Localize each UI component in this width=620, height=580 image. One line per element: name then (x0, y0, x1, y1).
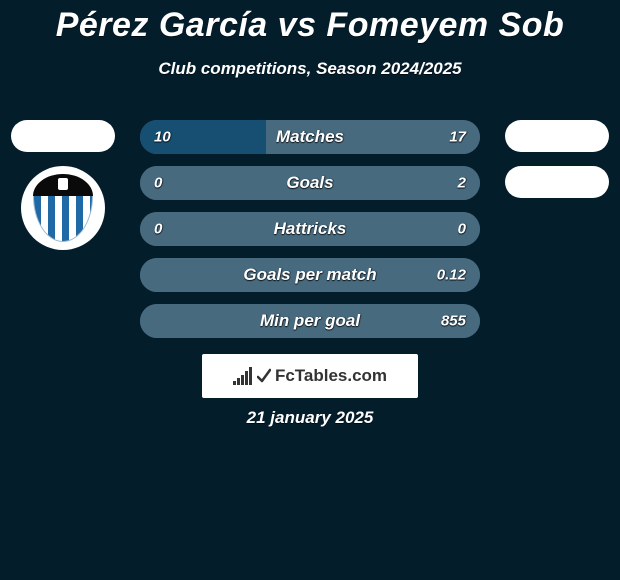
right-player-badges (502, 120, 612, 198)
stat-row: Goals 0 2 (140, 166, 480, 200)
brand-chart-icon (233, 367, 253, 385)
page-subtitle: Club competitions, Season 2024/2025 (0, 59, 620, 79)
stat-label: Min per goal (260, 311, 360, 331)
brand-box: FcTables.com (202, 354, 418, 398)
crest-graphic (33, 174, 93, 242)
footer-date: 21 january 2025 (0, 408, 620, 428)
stat-value-left: 0 (154, 175, 162, 192)
left-player-badges (8, 120, 118, 250)
left-player-pill (11, 120, 115, 152)
stat-row: Goals per match 0.12 (140, 258, 480, 292)
brand-text: FcTables.com (275, 366, 387, 386)
stat-label: Matches (276, 127, 344, 147)
stat-value-right: 0.12 (437, 267, 466, 284)
stat-row: Min per goal 855 (140, 304, 480, 338)
stat-value-left: 10 (154, 129, 171, 146)
page-title: Pérez García vs Fomeyem Sob (0, 0, 620, 45)
stat-label: Goals (286, 173, 333, 193)
comparison-card: Pérez García vs Fomeyem Sob Club competi… (0, 0, 620, 580)
stat-row: Hattricks 0 0 (140, 212, 480, 246)
stat-value-right: 855 (441, 313, 466, 330)
brand-check-icon (257, 367, 271, 385)
stat-bars: Matches 10 17 Goals 0 2 Hattricks 0 0 Goals per m… (140, 120, 480, 338)
right-player-pill-1 (505, 120, 609, 152)
stat-value-left: 0 (154, 221, 162, 238)
stat-value-right: 17 (449, 129, 466, 146)
stat-label: Hattricks (274, 219, 347, 239)
stat-label: Goals per match (243, 265, 376, 285)
left-club-crest (21, 166, 105, 250)
stat-row: Matches 10 17 (140, 120, 480, 154)
stat-value-right: 0 (458, 221, 466, 238)
stat-value-right: 2 (458, 175, 466, 192)
right-player-pill-2 (505, 166, 609, 198)
